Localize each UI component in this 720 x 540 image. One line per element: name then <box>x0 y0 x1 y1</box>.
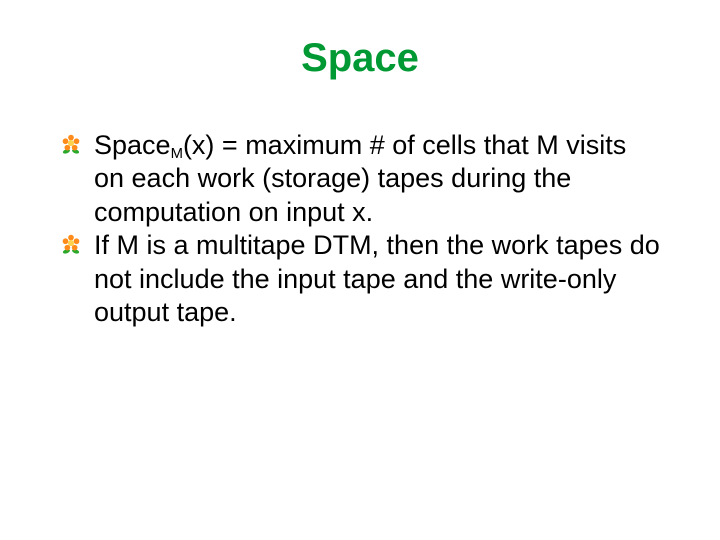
page-title: Space <box>40 36 680 81</box>
bullet-rest: If M is a multitape DTM, then the work t… <box>94 230 660 327</box>
flower-icon <box>60 133 88 161</box>
bullet-subscript: M <box>171 146 183 162</box>
slide: Space SpaceM(x) = <box>0 0 720 540</box>
list-item: SpaceM(x) = maximum # of cells that M vi… <box>60 129 660 229</box>
list-item: If M is a multitape DTM, then the work t… <box>60 229 660 329</box>
flower-icon <box>60 233 88 261</box>
bullet-text-1: SpaceM(x) = maximum # of cells that M vi… <box>94 129 660 229</box>
slide-content: SpaceM(x) = maximum # of cells that M vi… <box>40 129 680 330</box>
bullet-text-2: If M is a multitape DTM, then the work t… <box>94 229 660 329</box>
bullet-prefix: Space <box>94 130 171 160</box>
bullet-rest: (x) = maximum # of cells that M visits o… <box>94 130 626 227</box>
